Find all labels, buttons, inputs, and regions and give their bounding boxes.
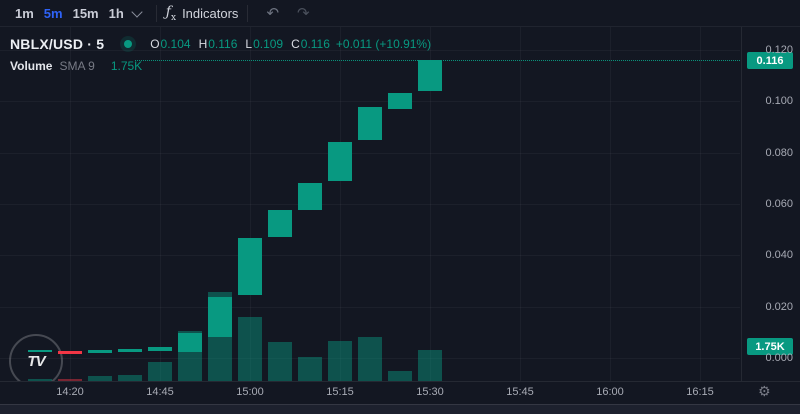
price-axis-label: 0.080 [765,146,793,159]
price-axis[interactable]: 0.116 1.75K 0.120 0.100 0.080 0.060 0.040 0.0… [741,27,800,381]
horizontal-gridline [0,204,740,205]
chart-legend: NBLX/USD · 5 O 0.104 H 0.116 L 0.109 C 0.116… [10,36,431,73]
time-axis-label: 16:00 [596,386,624,398]
tradingview-logo-text: TV [27,352,45,370]
time-axis[interactable]: ⚙ 14:20 14:45 15:00 15:15 15:30 15:45 16:00 16:… [0,381,800,404]
candle [118,349,142,353]
volume-bar [268,342,292,381]
close-value: 0.116 [300,37,330,51]
vertical-gridline [610,27,611,381]
gear-icon[interactable]: ⚙ [758,384,771,400]
time-axis-label: 15:30 [416,386,444,398]
vertical-gridline [340,27,341,381]
candle [178,333,202,353]
time-axis-label: 15:00 [236,386,264,398]
undo-button[interactable]: ↶ [266,3,280,22]
time-axis-label: 16:15 [686,386,714,398]
volume-indicator-row: Volume SMA 9 1.75K [10,59,431,73]
vertical-gridline [520,27,521,381]
close-label: C [291,37,300,51]
candle [298,182,322,210]
candle [268,209,292,238]
bottom-strip [0,404,800,414]
price-axis-label: 0.040 [765,249,793,262]
interval-button-15m[interactable]: 15m [72,5,99,21]
volume-sma-label: SMA 9 [59,59,95,73]
price-axis-label: 0.060 [765,198,793,210]
time-axis-label: 15:15 [326,386,354,398]
volume-bar [418,349,442,381]
candle [148,346,172,352]
change-value: +0.011 (+10.91%) [335,37,432,51]
price-axis-label: 0.020 [765,300,793,313]
horizontal-gridline [0,101,740,103]
low-value: 0.109 [253,37,284,51]
candle [238,237,262,296]
volume-bar [238,316,262,381]
vertical-gridline [430,27,431,381]
volume-bar [58,378,82,381]
candle [58,351,82,354]
candle [358,106,382,141]
interval-button-1h[interactable]: 1h [108,5,124,21]
symbol-title[interactable]: NBLX/USD · 5 [10,36,105,52]
horizontal-gridline [0,255,740,257]
time-axis-label: 15:45 [506,386,534,398]
symbol-row: NBLX/USD · 5 O 0.104 H 0.116 L 0.109 C 0.116… [10,36,431,52]
indicators-button[interactable]: Indicators [182,5,239,21]
horizontal-gridline [0,358,740,359]
volume-bar [28,379,52,381]
redo-button[interactable]: ↷ [297,3,310,22]
toolbar: 1m 5m 15m 1h ƒx Indicators ↶ ↷ [0,0,800,27]
price-axis-label: 0.120 [765,44,793,56]
price-axis-label: 0.000 [765,352,793,364]
volume-bar [298,356,322,381]
volume-sma-badge: 1.75K [747,338,793,355]
volume-sma-value: 1.75K [110,59,143,73]
chevron-down-icon[interactable] [131,5,143,18]
market-status-icon[interactable] [120,36,137,52]
toolbar-divider [247,4,249,22]
function-icon: ƒx [165,3,177,23]
high-value: 0.116 [208,37,238,51]
volume-bar [328,340,352,381]
last-price-badge: 0.116 [747,52,793,70]
volume-bar [388,371,412,381]
horizontal-gridline [0,152,740,154]
time-axis-label: 14:45 [146,386,174,398]
vertical-gridline [70,27,71,381]
time-axis-label: 14:20 [56,386,84,398]
volume-indicator-title[interactable]: Volume [10,59,53,73]
chart-plot-area[interactable]: TV [0,27,740,381]
candle [208,296,232,337]
candle [28,350,52,353]
interval-button-1m[interactable]: 1m [15,5,34,21]
vertical-gridline [250,27,251,381]
open-label: O [150,37,160,51]
candle [388,92,412,110]
volume-bar [118,374,142,381]
high-label: H [198,37,208,51]
open-value: 0.104 [160,37,191,51]
horizontal-gridline [0,306,740,308]
candle [328,141,352,181]
candle [418,60,442,92]
volume-bar [148,361,172,381]
volume-bar [88,375,112,381]
low-label: L [245,37,253,51]
horizontal-gridline [0,50,740,51]
vertical-gridline [700,27,701,381]
toolbar-divider [155,4,157,22]
volume-bar [358,336,382,381]
interval-button-5m[interactable]: 5m [43,5,63,21]
tradingview-logo-watermark: TV [9,334,63,381]
candle [88,350,112,354]
price-axis-label: 0.100 [765,95,793,108]
vertical-gridline [160,27,161,381]
